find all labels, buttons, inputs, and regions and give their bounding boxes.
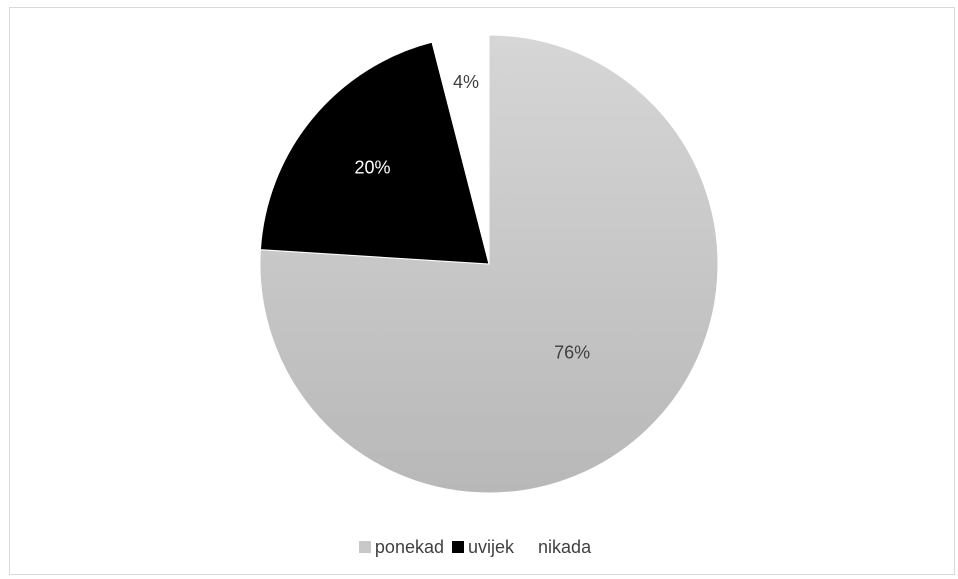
legend-label-0: ponekad: [374, 536, 444, 557]
legend-label-1: uvijek: [468, 536, 515, 557]
pie-slice-uvijek: [259, 41, 490, 265]
legend-label-2: nikada: [538, 536, 592, 557]
legend-item-1: uvijek: [452, 537, 514, 558]
legend-swatch-2: [522, 541, 535, 553]
pie-slice-ponekad: [259, 34, 719, 494]
data-label-uvijek: 20%: [355, 158, 391, 178]
legend-item-0: ponekad: [358, 536, 444, 558]
legend-item-2: nikada: [522, 537, 591, 558]
pie-slice-nikada: [431, 34, 490, 265]
data-label-nikada: 4%: [453, 72, 479, 92]
legend: ponekad uvijek nikada: [0, 532, 958, 562]
legend-swatch-0: [358, 541, 371, 553]
data-label-ponekad: 76%: [554, 342, 590, 362]
legend-swatch-1: [452, 541, 464, 553]
